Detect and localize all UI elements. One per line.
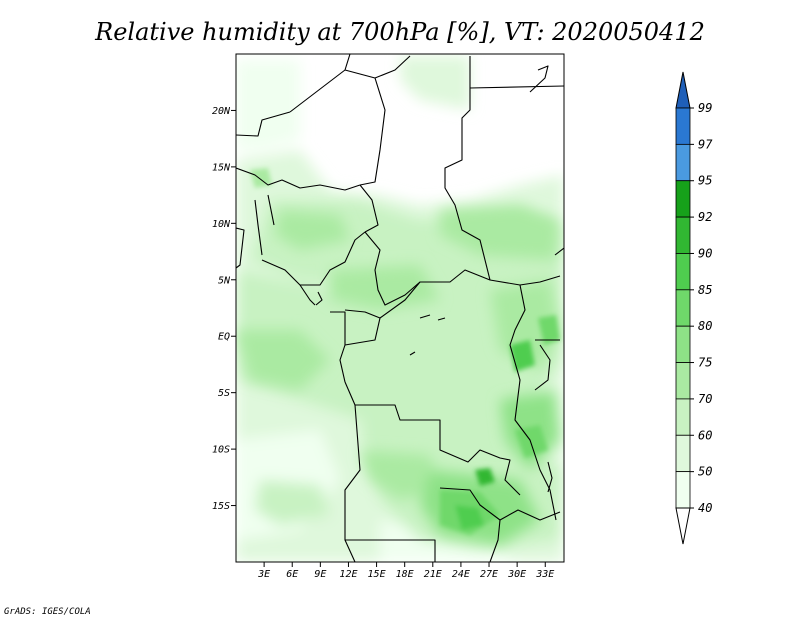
lon-tick-label: 3E — [257, 569, 270, 580]
lon-tick-label: 27E — [480, 569, 498, 580]
colorbar-label: 90 — [698, 246, 712, 260]
colorbar-box — [675, 289, 691, 327]
colorbar-label: 70 — [698, 392, 712, 406]
colorbar-label: 80 — [698, 319, 712, 333]
colorbar-box — [675, 398, 691, 436]
lon-tick-label: 30E — [507, 569, 526, 580]
colorbar-label: 92 — [698, 210, 712, 224]
latitude-axis: 20N 15N 10N 5N EQ 5S 10S 15S — [212, 106, 236, 512]
colorbar-box — [675, 143, 691, 182]
colorbar-label: 75 — [698, 356, 712, 370]
colorbar-label: 85 — [698, 283, 712, 297]
lat-tick-label: 20N — [212, 106, 231, 117]
colorbar-box — [675, 325, 691, 363]
colorbar-box — [675, 216, 691, 254]
map-area — [235, 53, 565, 563]
lon-tick-label: 21E — [424, 569, 442, 580]
colorbar-box — [675, 253, 691, 291]
colorbar-label: 60 — [698, 428, 712, 442]
lon-tick-label: 15E — [368, 569, 386, 580]
lat-tick-label: 15S — [212, 501, 230, 512]
lat-tick-label: 10S — [212, 445, 230, 456]
colorbar-label: 40 — [698, 501, 712, 515]
credit-label: GrADS: IGES/COLA — [4, 607, 91, 617]
colorbar-label: 95 — [698, 174, 712, 188]
map-title: Relative humidity at 700hPa [%], VT: 202… — [94, 18, 705, 46]
colorbar: 99 97 95 92 90 85 80 75 70 60 50 40 — [675, 71, 713, 545]
lon-tick-label: 33E — [535, 569, 554, 580]
lat-tick-label: 5S — [218, 388, 230, 399]
lat-tick-label: 15N — [212, 162, 231, 173]
colorbar-box — [675, 107, 691, 145]
lon-tick-label: 18E — [396, 569, 414, 580]
colorbar-box — [675, 434, 691, 473]
lat-tick-label: 10N — [212, 219, 231, 230]
colorbar-label: 97 — [698, 137, 713, 151]
colorbar-label: 99 — [698, 101, 712, 115]
colorbar-box — [675, 471, 691, 509]
colorbar-box — [675, 362, 691, 400]
longitude-axis: 3E 6E 9E 12E 15E 18E 21E 24E 27E 30E 33E — [257, 562, 554, 580]
lon-tick-label: 9E — [314, 569, 326, 580]
lat-tick-label: EQ — [218, 332, 230, 343]
humidity-field — [236, 56, 564, 562]
colorbar-lower-extension — [675, 507, 691, 545]
colorbar-upper-extension — [675, 71, 691, 109]
lon-tick-label: 24E — [452, 569, 470, 580]
lon-tick-label: 12E — [339, 569, 357, 580]
country-borders — [236, 54, 564, 562]
colorbar-label: 50 — [698, 465, 712, 479]
map-frame — [235, 53, 565, 563]
lon-tick-label: 6E — [286, 569, 298, 580]
lat-tick-label: 5N — [218, 275, 231, 286]
colorbar-box — [675, 180, 691, 218]
